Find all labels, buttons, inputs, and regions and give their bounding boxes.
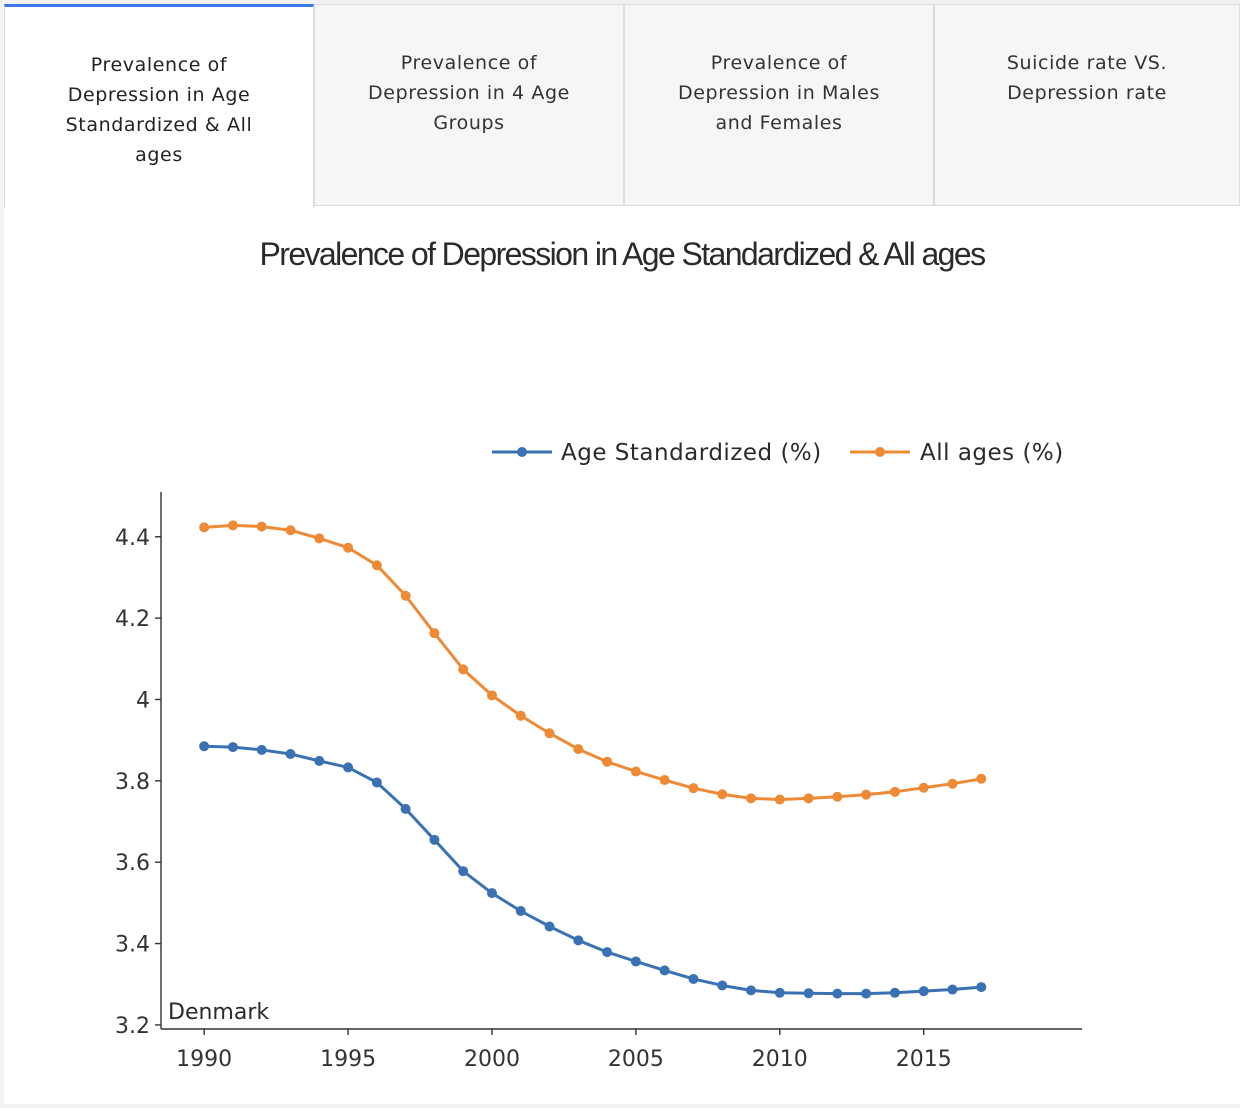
legend-label: All ages (%) [920,440,1064,466]
data-point [314,755,325,766]
data-point [976,773,987,784]
data-point [746,793,757,804]
data-point [947,778,958,789]
data-point [486,690,497,701]
legend-swatch-marker [875,447,885,457]
country-annotation: Denmark [168,1000,269,1025]
data-point [947,984,958,995]
y-tick-label: 3.6 [115,851,150,876]
series-line [204,744,982,996]
data-point [774,794,785,805]
data-point [602,756,613,767]
data-point [630,956,641,967]
data-point [602,947,613,958]
data-point [285,748,296,759]
data-point [486,888,497,899]
data-point [515,710,526,721]
y-tick-label: 3.4 [115,933,150,958]
x-tick-label: 2015 [896,1047,952,1072]
tab-four-age-groups[interactable]: Prevalence of Depression in 4 Age Groups [314,4,624,206]
data-point [832,988,843,999]
data-point [630,766,641,777]
tab-age-standardized-all-ages[interactable]: Prevalence of Depression in Age Standard… [4,4,314,208]
legend-swatch-marker [517,447,527,457]
data-point [717,980,728,991]
series-line [204,523,982,802]
data-point [544,728,555,739]
x-tick-label: 2010 [752,1047,808,1072]
data-point [861,988,872,999]
data-point [400,590,411,601]
tab-label: Prevalence of Depression in Males and Fe… [678,52,880,134]
tab-males-females[interactable]: Prevalence of Depression in Males and Fe… [624,4,934,206]
chart-axes: 3.2 3.4 3.6 3.8 4 4.2 4.4 1990 1995 2000 2005 2010 2… [115,492,1082,1072]
tab-label: Prevalence of Depression in 4 Age Groups [368,52,570,134]
data-point [918,782,929,793]
line-chart: Age Standardized (%) All ages (%) 3.23.43… [115,440,1082,1072]
data-point [659,775,670,786]
tab-label: Suicide rate VS. Depression rate [1006,52,1168,104]
data-point [659,965,670,976]
data-point [227,520,238,531]
y-tick-label: 3.8 [115,770,150,795]
y-tick-label: 4 [136,688,150,713]
data-point [400,803,411,814]
data-point [515,906,526,917]
chart-title: Prevalence of Depression in Age Standard… [259,236,987,272]
data-point [458,866,469,877]
data-point [314,533,325,544]
x-tick-label: 1990 [176,1047,232,1072]
data-point [889,987,900,998]
data-point [717,789,728,800]
data-point [285,525,296,536]
data-point [256,744,267,755]
data-point [688,973,699,984]
content-panel: Prevalence of Depression in Age Standard… [4,4,1240,1104]
data-point [343,762,354,773]
tab-label: Prevalence of Depression in Age Standard… [65,54,253,166]
data-point [343,542,354,553]
data-point [889,786,900,797]
data-point [371,777,382,788]
data-point [458,664,469,675]
legend-label: Age Standardized (%) [561,440,822,466]
data-point [746,985,757,996]
data-point [861,789,872,800]
data-point [199,741,210,752]
data-point [573,935,584,946]
data-point [429,834,440,845]
y-tick-label: 3.2 [115,1014,150,1039]
x-tick-label: 2005 [608,1047,664,1072]
data-point [429,628,440,639]
data-point [918,986,929,997]
data-point [688,783,699,794]
data-point [976,982,987,993]
x-tick-label: 1995 [320,1047,376,1072]
data-point [256,521,267,532]
data-point [803,793,814,804]
data-point [803,988,814,999]
data-point [199,522,210,533]
data-point [573,744,584,755]
tab-suicide-vs-depression[interactable]: Suicide rate VS. Depression rate [934,4,1240,206]
data-point [774,987,785,998]
tab-bar: Prevalence of Depression in Age Standard… [4,4,1240,208]
data-point [544,921,555,932]
chart-series [199,520,987,999]
y-tick-label: 4.4 [115,526,150,551]
y-tick-label: 4.2 [115,607,150,632]
data-point [832,791,843,802]
data-point [227,742,238,753]
chart-legend: Age Standardized (%) All ages (%) [492,440,1064,466]
data-point [371,560,382,571]
x-tick-label: 2000 [464,1047,520,1072]
